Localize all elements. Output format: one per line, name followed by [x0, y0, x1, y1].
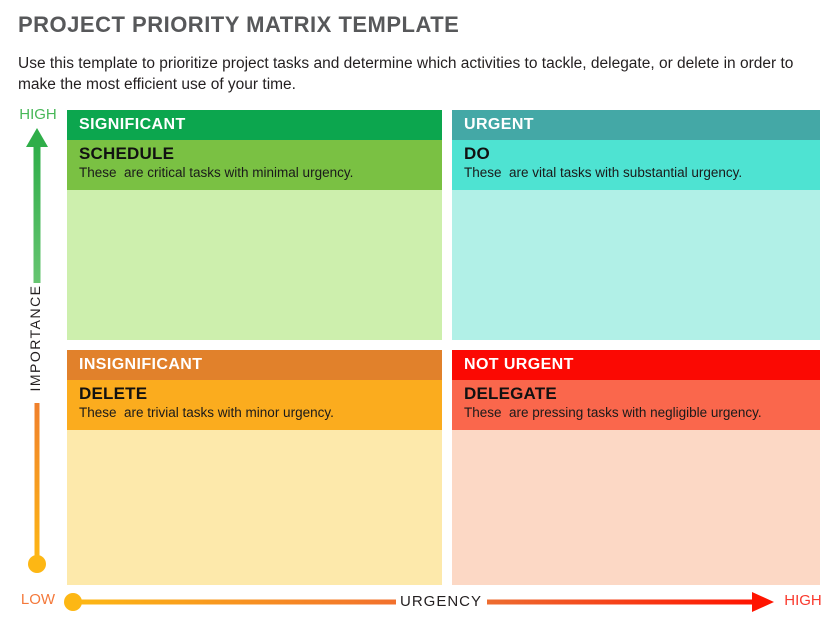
importance-axis-arrowhead-icon — [26, 128, 48, 147]
quadrant-insignificant-description: These are trivial tasks with minor urgen… — [79, 405, 334, 420]
axes-low-label: LOW — [20, 591, 56, 608]
quadrant-significant-action-label: SCHEDULE — [79, 144, 175, 163]
urgency-axis-right-segment — [487, 599, 753, 605]
quadrant-insignificant-subheader: DELETE These are trivial tasks with mino… — [67, 380, 442, 430]
quadrant-significant-subheader: SCHEDULE These are critical tasks with m… — [67, 140, 442, 190]
quadrant-not-urgent-action-label: DELEGATE — [464, 384, 557, 403]
quadrant-insignificant-action-label: DELETE — [79, 384, 148, 403]
importance-high-label: HIGH — [19, 106, 57, 123]
importance-axis-low-dot-icon — [28, 555, 46, 573]
urgency-axis-low-dot-icon — [64, 593, 82, 611]
quadrant-not-urgent: NOT URGENT DELEGATE These are pressing t… — [452, 350, 820, 585]
quadrant-urgent-category-label: URGENT — [464, 116, 534, 133]
quadrant-not-urgent-header: NOT URGENT — [452, 350, 820, 380]
quadrant-insignificant: INSIGNIFICANT DELETE These are trivial t… — [67, 350, 442, 585]
quadrant-insignificant-body-area — [67, 430, 442, 585]
quadrant-urgent-header: URGENT — [452, 110, 820, 140]
quadrant-urgent: URGENT DO These are vital tasks with sub… — [452, 110, 820, 340]
importance-axis-label: IMPORTANCE — [27, 284, 43, 392]
quadrant-significant: SIGNIFICANT SCHEDULE These are critical … — [67, 110, 442, 340]
quadrant-urgent-body-area — [452, 190, 820, 340]
quadrant-not-urgent-category-label: NOT URGENT — [464, 356, 574, 373]
quadrant-not-urgent-subheader: DELEGATE These are pressing tasks with n… — [452, 380, 820, 430]
quadrant-not-urgent-body-area — [452, 430, 820, 585]
quadrant-insignificant-header: INSIGNIFICANT — [67, 350, 442, 380]
urgency-axis-label: URGENCY — [399, 593, 482, 610]
quadrant-significant-category-label: SIGNIFICANT — [79, 116, 186, 133]
quadrant-urgent-description: These are vital tasks with substantial u… — [464, 165, 743, 180]
urgency-axis-left-segment — [80, 599, 396, 605]
page-description: Use this template to prioritize project … — [18, 55, 794, 94]
importance-axis-lower-shaft — [34, 403, 40, 563]
quadrant-significant-body-area — [67, 190, 442, 340]
quadrant-insignificant-category-label: INSIGNIFICANT — [79, 356, 203, 373]
importance-axis-upper-shaft — [33, 145, 41, 283]
quadrant-urgent-subheader: DO These are vital tasks with substantia… — [452, 140, 820, 190]
quadrant-significant-header: SIGNIFICANT — [67, 110, 442, 140]
quadrant-urgent-action-label: DO — [464, 144, 490, 163]
urgency-axis-arrowhead-icon — [752, 592, 774, 612]
quadrant-not-urgent-description: These are pressing tasks with negligible… — [464, 405, 762, 420]
urgency-high-label: HIGH — [784, 592, 822, 609]
page-title: PROJECT PRIORITY MATRIX TEMPLATE — [18, 12, 460, 37]
quadrant-significant-description: These are critical tasks with minimal ur… — [79, 165, 354, 180]
